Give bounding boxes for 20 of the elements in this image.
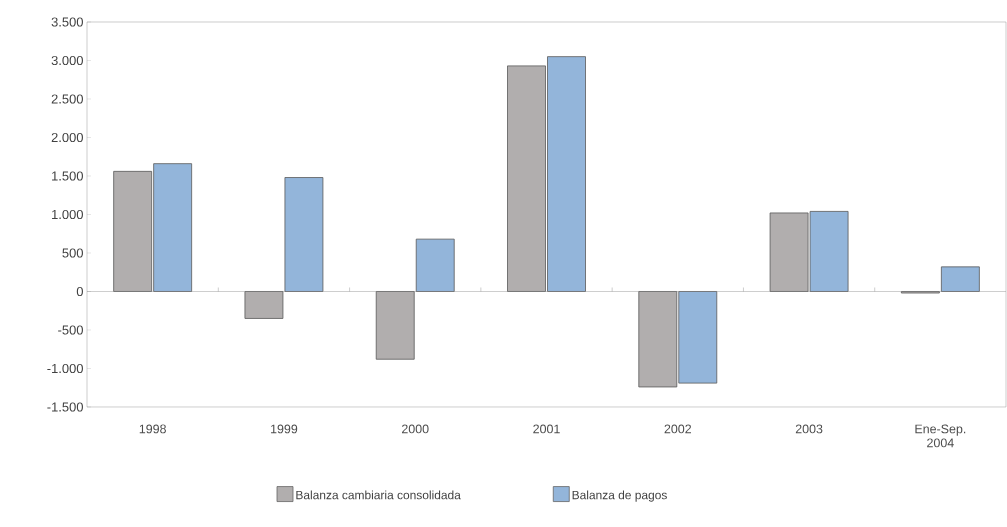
y-tick-label: 1.500 — [52, 171, 83, 181]
x-tick-label: 2002 — [664, 424, 692, 434]
x-tick-label: Ene-Sep. 2004 — [915, 424, 966, 448]
x-tick-label: 1998 — [139, 424, 166, 434]
y-tick-label: 3.000 — [51, 55, 83, 66]
y-tick-label: 2.000 — [51, 132, 83, 143]
x-tick-label: 2000 — [402, 424, 429, 434]
y-tick-label: 0 — [76, 286, 83, 297]
y-tick-label: -1.500 — [47, 402, 83, 412]
y-tick-label: 3.500 — [51, 17, 83, 27]
x-tick-label: 1999 — [271, 424, 298, 434]
legend-label: Balanza de pagos — [572, 490, 667, 502]
y-tick-label: 2.500 — [51, 94, 83, 104]
x-tick-label: 2001 — [533, 424, 560, 434]
legend-label: Balanza cambiaria consolidada — [296, 490, 461, 500]
x-tick-label: 2003 — [795, 424, 823, 434]
y-tick-label: -1.000 — [47, 363, 83, 374]
y-tick-label: 500 — [62, 248, 83, 258]
y-tick-label: 1.000 — [52, 209, 83, 220]
y-tick-label: -500 — [58, 325, 83, 335]
